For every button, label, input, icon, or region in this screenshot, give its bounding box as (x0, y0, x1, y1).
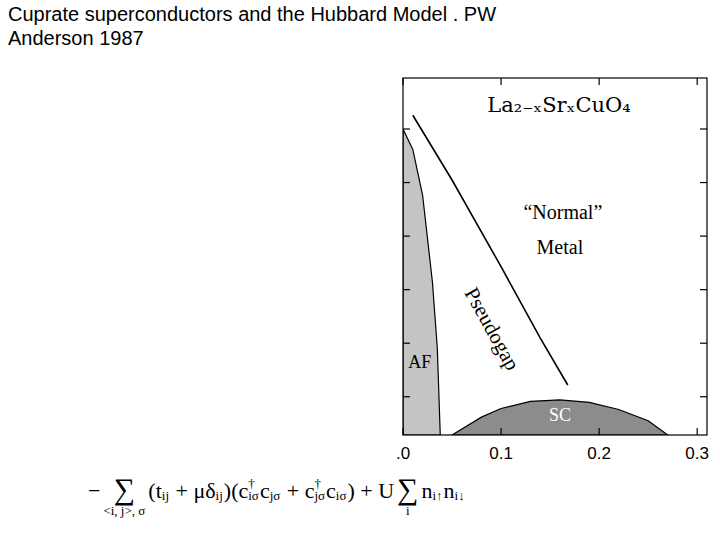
y-tick (403, 128, 410, 129)
annotation: Pseudogap (460, 283, 525, 374)
plot-marks (403, 115, 668, 435)
x-tick-label: 0.2 (587, 444, 611, 463)
y-tick (700, 396, 707, 397)
formula-text: ) + U (347, 478, 394, 504)
chart: .0 0.1 0.2 0.3 La₂₋ₓSrₓCuO₄ “Normal” Metal Pseu… (0, 0, 720, 540)
x-tick (697, 428, 698, 435)
x-tick (500, 428, 501, 435)
slide-title: Cuprate superconductors and the Hubbard … (8, 2, 496, 50)
superscript (336, 478, 347, 490)
formula-text: c (326, 478, 336, 504)
formula-text: n (444, 478, 455, 504)
superscript (432, 478, 442, 490)
x-tick (599, 428, 600, 435)
sum-operator: ∑i (397, 478, 418, 518)
superscript (270, 478, 281, 490)
sum-symbol: ∑ (114, 474, 135, 504)
superscript: † (248, 478, 259, 490)
script: ij (216, 478, 223, 502)
sum-operator: ∑<i, j>, σ (103, 478, 145, 518)
sum-index: i (406, 504, 410, 518)
x-tick-label: 0.3 (685, 444, 709, 463)
formula-text: c (260, 478, 270, 504)
script: jσ (270, 478, 281, 502)
annotation: Metal (537, 236, 584, 258)
subscript: iσ (336, 490, 347, 502)
y-tick (403, 343, 410, 344)
script: ij (162, 478, 169, 502)
sum-index: <i, j>, σ (103, 504, 145, 518)
script: †iσ (248, 478, 259, 502)
superscript (216, 478, 223, 490)
y-tick (700, 343, 707, 344)
superscript (455, 478, 465, 490)
x-tick (402, 428, 403, 435)
x-tick (500, 78, 501, 85)
formula: −∑<i, j>, σ(tij + μδij)(c†iσcjσ + c†jσci… (88, 478, 466, 518)
y-tick (700, 128, 707, 129)
y-tick (700, 289, 707, 290)
y-tick (700, 236, 707, 237)
area (452, 400, 668, 435)
subscript: jσ (314, 490, 325, 502)
x-tick (402, 78, 403, 85)
superscript (162, 478, 169, 490)
x-tick-label: 0.1 (489, 444, 513, 463)
slide-title-line: Cuprate superconductors and the Hubbard … (8, 2, 496, 26)
subscript: i↑ (432, 490, 442, 502)
plot-frame (403, 78, 707, 435)
subscript: jσ (270, 490, 281, 502)
x-tick-label: .0 (396, 444, 410, 463)
subscript: ij (162, 490, 169, 502)
annotation: SC (549, 405, 571, 425)
y-tick (700, 182, 707, 183)
subscript: ij (216, 490, 223, 502)
script: †jσ (314, 478, 325, 502)
subscript: i↓ (455, 490, 465, 502)
subscript: iσ (248, 490, 259, 502)
area (403, 129, 440, 435)
formula-text: + c (281, 478, 314, 504)
x-tick (599, 78, 600, 85)
y-tick (403, 396, 410, 397)
plot-bg (403, 78, 707, 435)
slide-title-line: Anderson 1987 (8, 26, 496, 50)
formula-text: )(c (224, 478, 248, 504)
script: iσ (336, 478, 347, 502)
chart-title: La₂₋ₓSrₓCuO₄ (487, 93, 630, 117)
sum-symbol: ∑ (397, 474, 418, 504)
formula-text: (t (148, 478, 161, 504)
formula-text: − (88, 478, 100, 504)
y-tick (403, 289, 410, 290)
annotation: AF (408, 352, 431, 372)
script: i↑ (432, 478, 442, 502)
script: i↓ (455, 478, 465, 502)
y-tick (403, 182, 410, 183)
annotation: “Normal” (523, 201, 602, 223)
formula-text: + μδ (170, 478, 216, 504)
x-tick (697, 78, 698, 85)
y-tick (403, 236, 410, 237)
superscript: † (314, 478, 325, 490)
formula-text: n (421, 478, 432, 504)
